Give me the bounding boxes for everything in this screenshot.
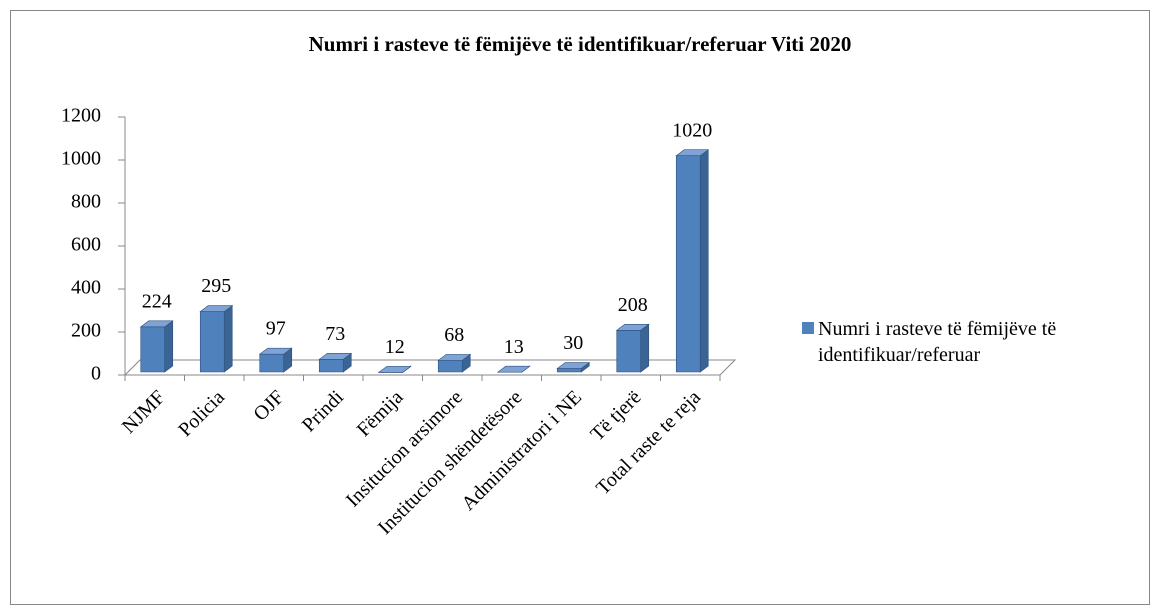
y-tick-label: 600: [71, 234, 101, 256]
y-tick-label: 1200: [61, 105, 101, 127]
bar: [556, 361, 591, 373]
bar-front: [437, 360, 463, 373]
bar-side: [164, 320, 174, 373]
bar: [318, 352, 353, 373]
bar-top: [556, 362, 591, 369]
data-label: 295: [201, 275, 231, 297]
legend-label: Numri i rasteve të fëmijëve të identifik…: [818, 318, 1057, 366]
bar-front: [675, 155, 701, 373]
legend-swatch: [802, 322, 814, 334]
y-tick-label: 400: [71, 277, 101, 299]
bar-side: [699, 149, 709, 373]
data-label: 30: [563, 332, 583, 354]
data-label: 1020: [672, 119, 712, 141]
bar-side: [223, 304, 233, 373]
bar-front: [140, 326, 166, 373]
bar-top: [258, 347, 293, 355]
bar-top: [437, 354, 472, 361]
data-label: 13: [504, 336, 524, 358]
y-tick-label: 0: [91, 363, 101, 385]
bar-side: [640, 323, 650, 373]
bar-top: [675, 149, 710, 156]
data-label: 208: [618, 294, 648, 316]
bar: [675, 149, 710, 373]
y-tick-label: 800: [71, 191, 101, 213]
data-label: 73: [325, 323, 345, 345]
y-tick-label: 1000: [61, 148, 101, 170]
bar: [615, 323, 650, 373]
bar-top: [377, 366, 412, 373]
chart-border: [10, 10, 1150, 605]
bar-front: [199, 311, 225, 373]
data-label: 68: [444, 324, 464, 346]
bar-top: [199, 305, 234, 312]
bar: [437, 353, 472, 373]
bar-top: [318, 353, 353, 360]
y-tick-label: 200: [71, 320, 101, 342]
bar: [199, 304, 234, 373]
bar: [139, 320, 174, 373]
chart-title: Numri i rasteve të fëmijëve të identifik…: [309, 32, 852, 56]
data-label: 12: [385, 336, 405, 358]
bar-top: [496, 365, 531, 373]
data-label: 224: [142, 290, 172, 312]
bar-top: [615, 323, 650, 331]
bar-front: [616, 329, 642, 373]
bar: [377, 365, 412, 374]
bar: [258, 347, 293, 373]
bar-top: [139, 320, 174, 328]
data-label: 97: [266, 318, 286, 340]
bar-front: [556, 368, 582, 373]
bar-front: [259, 353, 285, 373]
bar-front: [318, 359, 344, 373]
bar: [496, 365, 531, 373]
